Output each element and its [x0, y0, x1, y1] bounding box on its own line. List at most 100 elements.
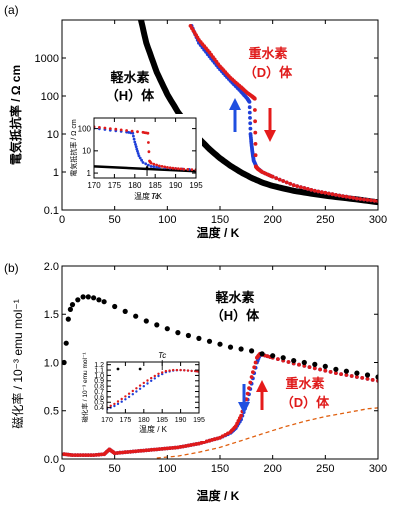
- panel-a-inset-cooling-point: [138, 156, 142, 160]
- panel-b-inset-d-point: [150, 376, 153, 380]
- panel-a-inset-xlabel: 温度 / K: [134, 191, 163, 201]
- panel-a-inset-cooling-point: [149, 165, 153, 168]
- panel-b-inset-tc-label: Tc: [158, 351, 166, 360]
- panel-a-xtick-label: 0: [59, 214, 65, 226]
- panel-b-series-d-point: [370, 378, 375, 382]
- panel-b-inset-xtick-label: 195: [193, 417, 205, 424]
- panel-b-inset-xlabel: 温度 / K: [139, 424, 168, 434]
- panel-a-ytick-label: 1: [53, 167, 59, 179]
- panel-a-inset-cooling-point: [136, 149, 139, 153]
- panel-a-inset-xtick-label: 175: [108, 181, 122, 190]
- panel-b-series-h-point: [67, 306, 73, 312]
- panel-b-inset-d-point: [186, 369, 190, 372]
- panel-b-series-h-point: [80, 294, 86, 300]
- panel-a-ytick-label: 0.1: [44, 205, 59, 217]
- panel-a-series-d-point: [295, 184, 300, 189]
- panel-a-series-d-point: [252, 96, 257, 101]
- panel-a-xtick-label: 50: [109, 214, 121, 226]
- panel-b-inset-d-point: [127, 392, 131, 395]
- panel-a-inset-d-point: [174, 167, 178, 170]
- panel-a-inset-cooling-point: [132, 134, 135, 138]
- panel-b-series-h-point: [112, 303, 118, 310]
- panel-a-inset-ytick-label: 1: [87, 169, 92, 178]
- panel-b-series-h-point: [217, 341, 223, 347]
- panel-b-inset-cooling-point: [142, 385, 145, 388]
- panel-b-xtick-label: 50: [109, 463, 121, 475]
- panel-b-inset-ytick-label: 0.8: [94, 384, 104, 391]
- panel-a-plot: [138, 20, 378, 206]
- panel-a-inset-d-point: [168, 166, 172, 170]
- panel-b-inset-ytick-label: 0.4: [94, 405, 104, 412]
- panel-a-series-d-point: [319, 190, 324, 195]
- panel-b-series-d-point: [249, 375, 254, 379]
- panel-a-inset-d-point: [179, 167, 183, 171]
- panel-a-inset-ytick-label: 100: [78, 124, 92, 133]
- panel-a-inset-d-point: [147, 141, 150, 144]
- panel-b-inset-d-point: [146, 379, 149, 382]
- panel-b-series-h-point: [143, 318, 149, 324]
- panel-b-xtick-label: 200: [263, 463, 281, 475]
- panel-a-inset-d-point: [114, 127, 118, 131]
- panel-b-inset-d-point: [113, 402, 116, 406]
- panel-b-series-d-point: [339, 372, 343, 376]
- panel-b-arrow-up: [256, 380, 268, 410]
- panel-b-d-label-1: 重水素: [285, 376, 324, 391]
- panel-a-inset-xtick-label: 170: [87, 181, 101, 190]
- panel-b-xtick-label: 100: [158, 463, 176, 475]
- panel-b-series-d-point: [81, 453, 85, 457]
- panel-a-inset-cooling-point: [134, 145, 138, 149]
- panel-a-inset-xtick-label: 185: [149, 181, 163, 190]
- panel-b-inset-cooling-point: [153, 377, 156, 380]
- panel-b-series-h-point: [238, 346, 244, 352]
- panel-b-series-h-point: [91, 295, 97, 301]
- panel-a-inset-cooling-point: [155, 165, 159, 169]
- panel-a-inset-tc-arrowhead: [145, 165, 150, 169]
- panel-a-h-label-2: （H）体: [106, 88, 155, 103]
- panel-b-inset-cooling-point: [157, 374, 160, 378]
- panel-b-series-h-point: [312, 361, 318, 367]
- panel-b-series-d-point: [125, 450, 130, 454]
- panel-a-series-d-point: [326, 191, 331, 196]
- panel-b-series-h-point: [354, 370, 360, 376]
- panel-b-series-d-point: [360, 376, 365, 380]
- panel-b-ylabel: 磁化率 / 10⁻³ emu mol⁻¹: [10, 299, 25, 428]
- panel-a-inset-tc-label: Tc: [151, 192, 159, 201]
- panel-a-inset-d-point: [103, 126, 107, 130]
- panel-b-series-h-point: [322, 363, 328, 369]
- panel-a-series-d-point: [358, 197, 363, 201]
- panel-a-series-d-point: [288, 181, 293, 186]
- panel-b-series-h-point: [291, 358, 297, 364]
- panel-b-inset-cooling-point: [146, 382, 149, 385]
- panel-a-series-d-point: [253, 153, 258, 158]
- panel-b-series-h-point: [227, 344, 234, 350]
- panel-a-inset-xtick-label: 180: [128, 181, 142, 190]
- panel-a-inset-frame: [93, 117, 197, 179]
- panel-a-inset-d-point: [176, 167, 180, 171]
- panel-b-inset-cooling-point: [113, 404, 116, 408]
- panel-b-inset-ylabel: 磁化率 / 10⁻³ emu mol⁻¹: [80, 352, 89, 423]
- panel-b-inset-ytick-label: 1.1: [94, 368, 104, 375]
- panel-a-series-d-point: [302, 186, 307, 190]
- panel-a-inset-d-point: [155, 163, 159, 167]
- panel-b-series-d-point: [149, 447, 154, 452]
- panel-a-cooling-point: [247, 100, 252, 104]
- panel-a-xtick-label: 300: [369, 214, 387, 226]
- panel-a-series-d-point: [291, 183, 296, 188]
- panel-b-h-label-2: （H）体: [211, 308, 260, 323]
- panel-b-series-d-point: [323, 368, 328, 373]
- panel-b-series-d-point: [286, 360, 291, 364]
- panel-a-series-d-point: [330, 192, 335, 197]
- panel-a-series-d-point: [316, 189, 321, 194]
- panel-a-ytick-label: 10: [47, 129, 59, 141]
- panel-b-ytick-label: 2.0: [44, 261, 59, 273]
- panel-b-series-h-point: [364, 372, 371, 378]
- panel-b-inset-d-point: [135, 387, 138, 390]
- panel-a-inset-ylabel: 電気抵抗率 / Ω cm: [69, 119, 78, 177]
- panel-b-series-d-point: [94, 453, 99, 457]
- panel-b-series-d-point: [318, 367, 322, 372]
- panel-b-inset-xtick-label: 170: [101, 417, 113, 424]
- panel-b-series-d-point: [276, 357, 280, 361]
- panel-a-series-d-point: [253, 142, 258, 146]
- panel-b-series-d-point: [248, 380, 253, 385]
- panel-a-series-d-point: [281, 179, 286, 183]
